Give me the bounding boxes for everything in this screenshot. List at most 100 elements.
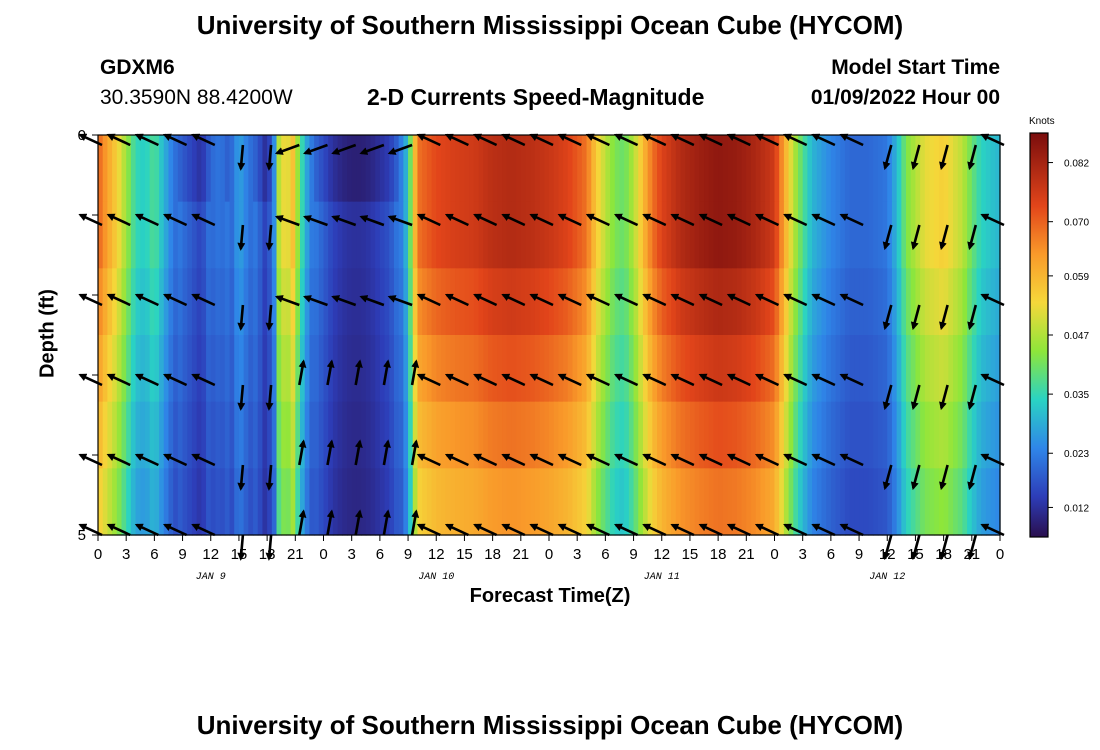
heatmap-cell [483, 401, 489, 469]
day-label: JAN 9 [196, 572, 226, 583]
heatmap-cell [863, 135, 870, 203]
heatmap-cell [755, 468, 762, 536]
heatmap-cell [577, 268, 583, 336]
heatmap-cell [882, 135, 888, 203]
heatmap-cell [638, 268, 644, 336]
heatmap-cell [191, 335, 198, 403]
heatmap-cell [981, 268, 987, 336]
heatmap-cell [657, 201, 663, 269]
heatmap-cell [487, 401, 494, 469]
heatmap-cell [816, 335, 823, 403]
heatmap-cell [502, 135, 508, 203]
heatmap-cell [384, 468, 390, 536]
heatmap-cell [267, 468, 273, 536]
heatmap-cell [98, 335, 104, 403]
heatmap-cell [896, 468, 902, 536]
heatmap-cell [126, 135, 132, 203]
current-arrow [811, 213, 836, 227]
heatmap-cell [309, 468, 315, 536]
page-title: University of Southern Mississippi Ocean… [196, 10, 904, 40]
heatmap-cell [257, 135, 264, 203]
heatmap-cell [873, 268, 879, 336]
colorbar-tick-label: 0.059 [1064, 272, 1089, 283]
heatmap-cell [393, 335, 400, 403]
heatmap-cell [971, 468, 978, 536]
heatmap-cells [98, 135, 1001, 536]
heatmap-cell [361, 401, 367, 469]
current-arrow [416, 373, 441, 387]
heatmap-cell [783, 135, 790, 203]
heatmap-cell [924, 135, 931, 203]
heatmap-cell [802, 201, 808, 269]
current-arrow [265, 464, 274, 491]
heatmap-cell [953, 401, 959, 469]
heatmap-cell [107, 401, 113, 469]
heatmap-cell [938, 468, 945, 536]
heatmap-cell [210, 401, 217, 469]
heatmap-cell [581, 268, 588, 336]
current-arrow [529, 213, 554, 227]
heatmap-cell [990, 468, 996, 536]
heatmap-cell [215, 201, 221, 269]
heatmap-cell [736, 468, 743, 536]
heatmap-cell [610, 401, 616, 469]
heatmap-cell [276, 268, 282, 336]
heatmap-cell [666, 468, 672, 536]
heatmap-cell [544, 401, 550, 469]
x-tick-label: 12 [653, 546, 670, 563]
current-arrow [354, 439, 363, 466]
heatmap-cell [506, 268, 513, 336]
heatmap-cell [539, 468, 545, 536]
heatmap-cell [520, 335, 527, 403]
current-arrow [613, 133, 639, 147]
heatmap-cell [337, 201, 343, 269]
heatmap-cell [356, 468, 362, 536]
current-arrow [967, 304, 978, 331]
heatmap-cell [751, 268, 757, 336]
heatmap-cell [727, 268, 733, 336]
heatmap-cell [934, 268, 940, 336]
heatmap-cell [271, 401, 278, 469]
heatmap-cell [567, 268, 574, 336]
heatmap-cell [873, 335, 879, 403]
heatmap-cell [445, 468, 451, 536]
heatmap-cell [502, 268, 508, 336]
heatmap-cell [98, 468, 104, 536]
current-arrow [642, 373, 667, 387]
heatmap-cell [619, 468, 625, 536]
heatmap-cell [440, 201, 447, 269]
heatmap-cell [417, 135, 423, 203]
heatmap-cell [985, 335, 992, 403]
heatmap-cell [126, 201, 132, 269]
current-arrow [416, 523, 441, 537]
current-arrow [265, 224, 274, 251]
heatmap-cell [877, 468, 884, 536]
heatmap-cell [483, 335, 489, 403]
heatmap-cell [304, 401, 311, 469]
heatmap-cell [149, 201, 155, 269]
heatmap-cell [436, 335, 442, 403]
current-arrow [134, 373, 159, 387]
heatmap-cell [408, 401, 414, 469]
heatmap-cell [140, 401, 146, 469]
heatmap-cell [356, 201, 362, 269]
heatmap-cell [516, 468, 522, 536]
heatmap-cell [290, 401, 296, 469]
current-arrow [529, 523, 554, 537]
heatmap-cell [671, 468, 677, 536]
heatmap-cell [478, 135, 484, 203]
heatmap-cell [215, 401, 221, 469]
heatmap-cell [459, 201, 466, 269]
heatmap-cell [976, 268, 982, 336]
current-arrow [726, 213, 751, 227]
heatmap-cell [173, 268, 179, 336]
current-arrow [910, 304, 921, 331]
heatmap-cell [365, 268, 372, 336]
heatmap-cell [614, 201, 621, 269]
heatmap-cell [981, 468, 987, 536]
day-label: JAN 11 [644, 572, 680, 583]
heatmap-cell [614, 335, 621, 403]
heatmap-cell [591, 468, 597, 536]
heatmap-cell [816, 201, 823, 269]
heatmap-cell [661, 268, 668, 336]
